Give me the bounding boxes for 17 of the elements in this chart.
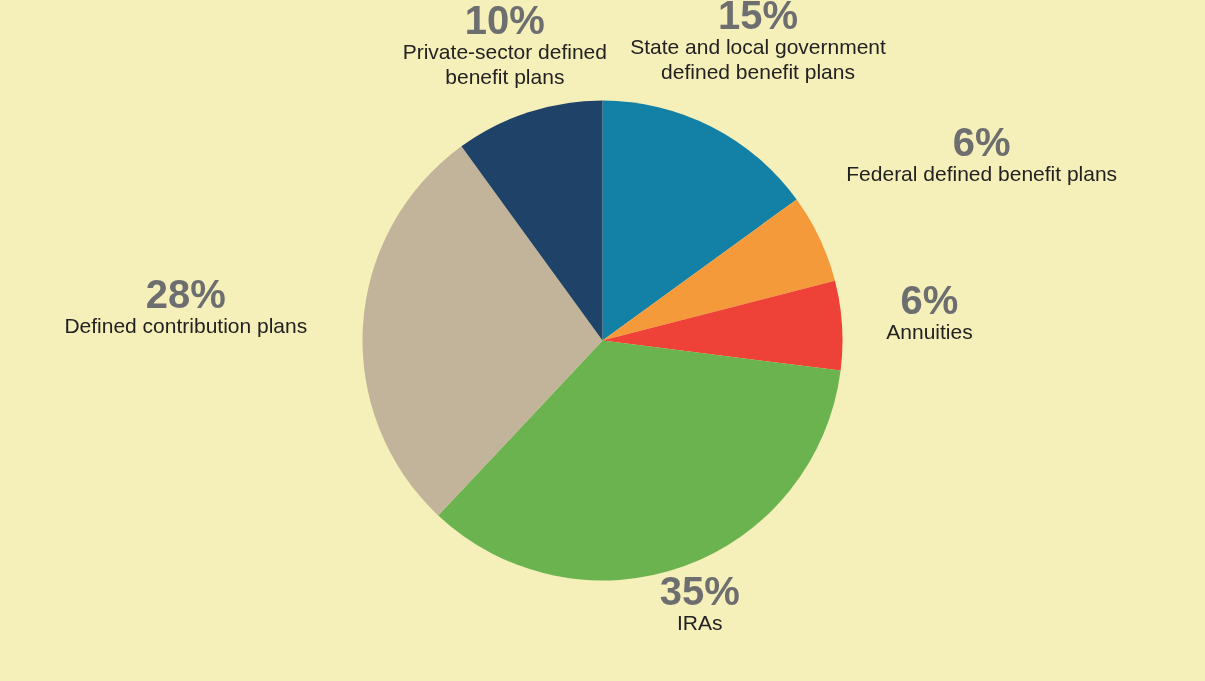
slice-label: Private-sector defined benefit plans <box>402 39 607 88</box>
slice-label: IRAs <box>677 610 723 634</box>
data-label: 10% <box>464 0 545 42</box>
slice-label: Defined contribution plans <box>64 314 308 338</box>
pie-slice <box>602 280 843 371</box>
data-label: 6% <box>900 277 959 322</box>
pie-slice <box>362 146 603 516</box>
data-label: 28% <box>145 272 226 317</box>
data-label: 6% <box>952 120 1011 165</box>
slice-label: Annuities <box>886 319 973 343</box>
pie-slice <box>602 100 797 341</box>
data-label: 35% <box>659 568 740 613</box>
pie-slice <box>461 100 603 341</box>
data-label: 15% <box>717 0 799 38</box>
pie-slice <box>602 199 835 341</box>
slice-label: State and local government defined benefit plans <box>630 35 887 84</box>
slice-label: Federal defined benefit plans <box>846 162 1118 186</box>
